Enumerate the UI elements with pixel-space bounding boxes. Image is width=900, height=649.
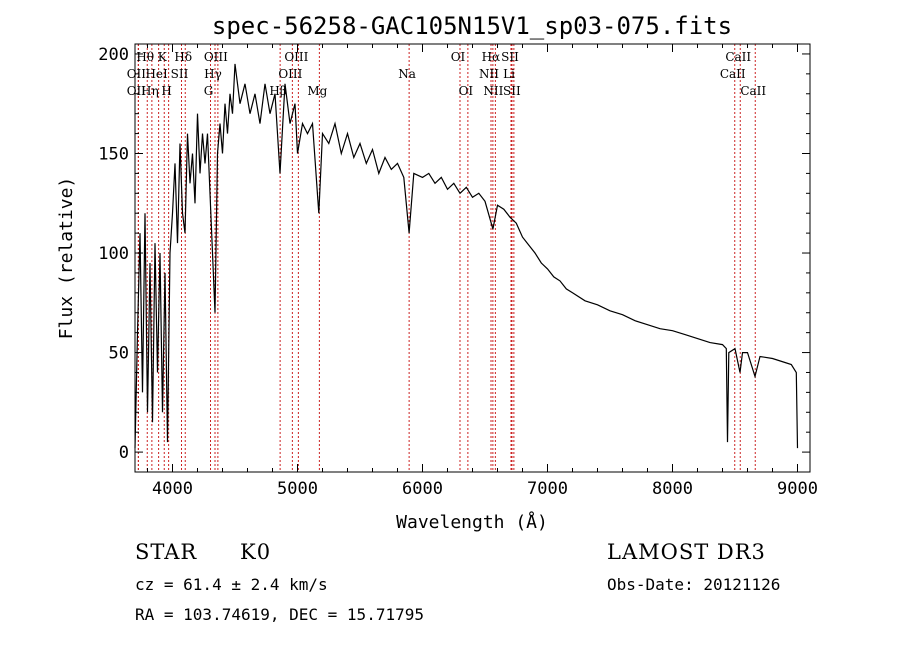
marker-label: CaII	[725, 50, 751, 64]
y-tick-label: 200	[98, 45, 129, 65]
x-tick-label: 4000	[152, 479, 193, 499]
y-axis-label: Flux (relative)	[56, 177, 77, 340]
object-subclass: K0	[240, 540, 272, 564]
plot-frame	[134, 43, 811, 473]
marker-label: Hθ	[136, 50, 154, 64]
x-tick-label: 7000	[527, 479, 568, 499]
marker-label: Li	[503, 67, 515, 81]
marker-label: OI	[459, 84, 474, 98]
marker-label: SII	[171, 67, 189, 81]
object-class: STAR	[135, 540, 198, 564]
y-tick-label: 50	[109, 344, 129, 364]
coordinates: RA = 103.74619, DEC = 15.71795	[135, 605, 424, 624]
marker-label: SII	[501, 50, 519, 64]
marker-label: Hδ	[174, 50, 192, 64]
marker-label: Hγ	[204, 67, 222, 81]
x-tick-label: 6000	[402, 479, 443, 499]
marker-label: CaII	[720, 67, 746, 81]
x-tick-label: 8000	[652, 479, 693, 499]
spectrum-line	[134, 63, 799, 449]
x-tick-label: 5000	[277, 479, 318, 499]
line-markers	[137, 44, 756, 472]
y-tick-label: 0	[119, 443, 129, 463]
marker-label: H	[161, 84, 171, 98]
marker-label: OIII	[278, 67, 302, 81]
chart-title: spec-56258-GAC105N15V1_sp03-075.fits	[212, 12, 732, 40]
y-tick-label: 100	[98, 244, 129, 264]
y-axis-ticks: 0 50 100 150 200	[98, 45, 810, 463]
marker-label: K	[158, 50, 168, 64]
marker-label: CaII	[740, 84, 766, 98]
marker-label: HeI	[145, 67, 168, 81]
observation-date: Obs-Date: 20121126	[607, 575, 781, 594]
marker-label: Mg	[307, 84, 327, 98]
marker-label: OIII	[204, 50, 228, 64]
marker-label: G	[204, 84, 214, 98]
marker-label: NII	[479, 67, 499, 81]
marker-label: Na	[398, 67, 416, 81]
marker-label: SII	[503, 84, 521, 98]
marker-label: OII	[127, 84, 147, 98]
marker-label: OI	[451, 50, 466, 64]
marker-label: Hη	[141, 84, 159, 98]
x-tick-label: 9000	[777, 479, 818, 499]
marker-label: Hβ	[269, 84, 286, 98]
x-axis-label: Wavelength (Å)	[396, 511, 548, 533]
x-axis-ticks: 4000 5000 6000 7000 8000 9000	[147, 44, 818, 499]
marker-label: Hα	[482, 50, 501, 64]
redshift-velocity: cz = 61.4 ± 2.4 km/s	[135, 575, 328, 594]
marker-label: NII	[483, 84, 503, 98]
survey-name: LAMOST DR3	[607, 540, 766, 564]
marker-label: OIII	[284, 50, 308, 64]
y-tick-label: 150	[98, 144, 129, 164]
